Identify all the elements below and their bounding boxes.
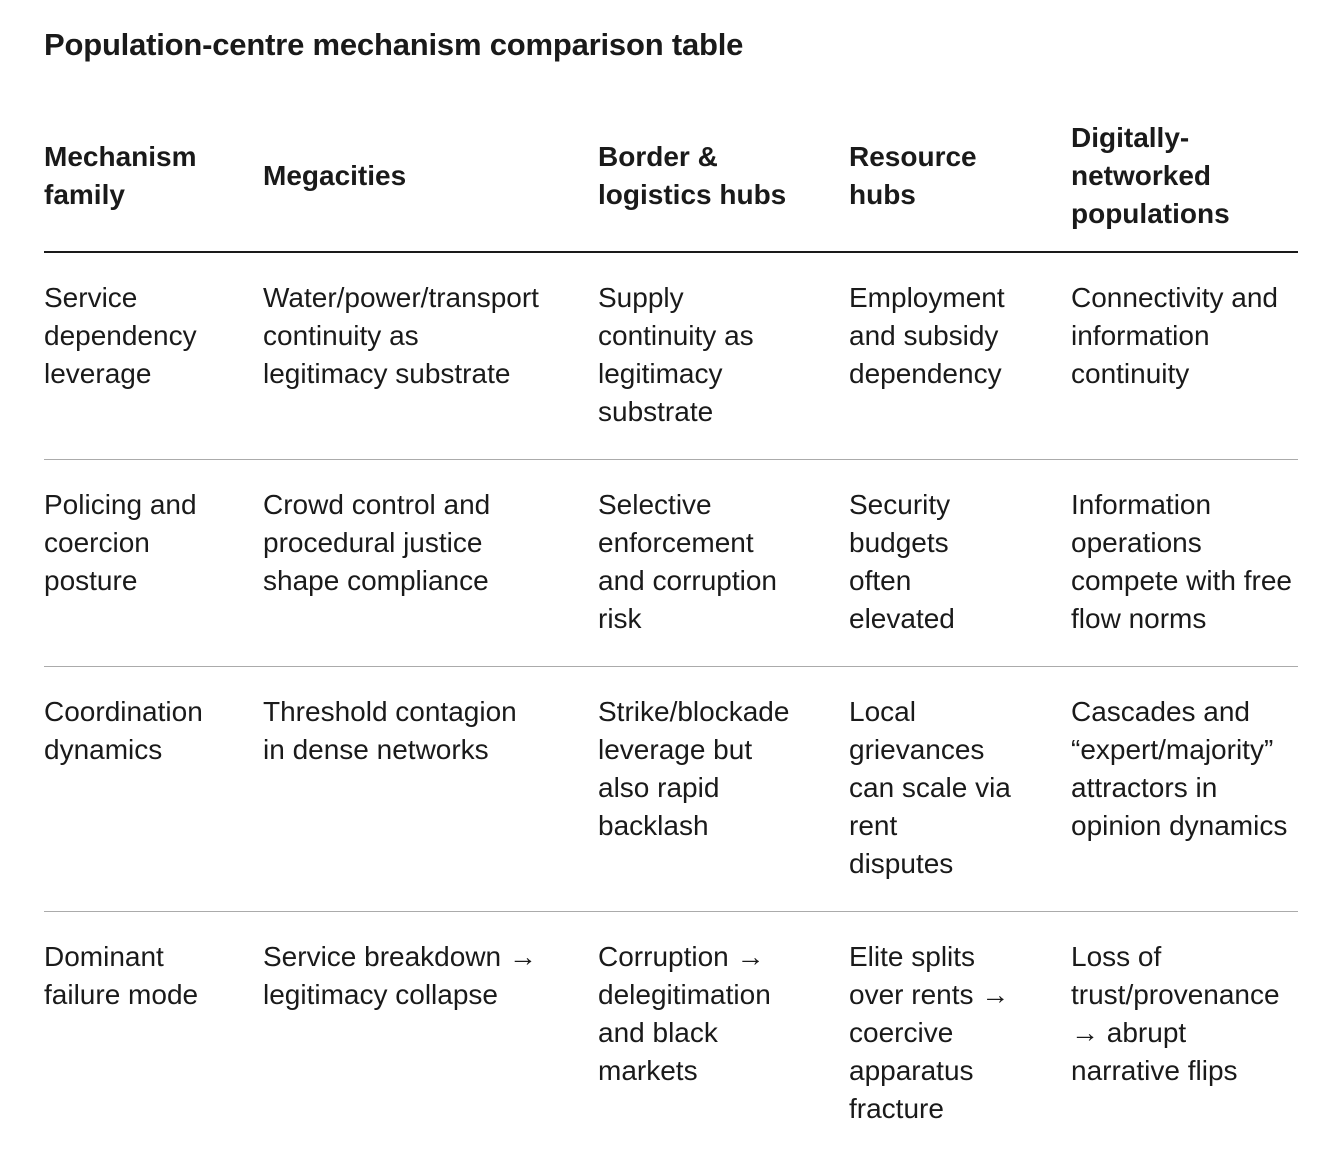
col-header-border-logistics-hubs: Border & logistics hubs [598, 100, 849, 253]
row-label: Policing and coercion posture [44, 459, 263, 667]
table-row-coordination-dynamics: Coordination dynamics Threshold contagio… [44, 666, 1298, 912]
page-title: Population-centre mechanism comparison t… [44, 27, 744, 62]
row-label: Dominant failure mode [44, 911, 263, 1156]
table-cell: Selective enforcement and corruption ris… [598, 459, 849, 667]
col-header-resource-hubs: Resource hubs [849, 100, 1071, 253]
table-cell: Supply continuity as legitimacy substrat… [598, 282, 754, 427]
table-cell: Strike/blockade leverage but also rapid … [598, 666, 849, 912]
comparison-table: Mechanism family Megacities Border & log… [44, 100, 1298, 1156]
table-cell: Information operations compete with free… [1071, 459, 1298, 667]
table-cell: Crowd control and procedural justice sha… [263, 459, 598, 667]
col-header-megacities: Megacities [263, 100, 598, 253]
table-cell: Corruption → delegitimation and black ma… [598, 911, 849, 1156]
table-cell: Cascades and “expert/majority” attractor… [1071, 666, 1298, 912]
table-cell: Threshold contagion in dense networks [263, 666, 598, 912]
col-header-mechanism-family: Mechanism family [44, 100, 263, 253]
table-cell: Security budgets often elevated [849, 459, 1071, 667]
table-cell: Loss of trust/provenance → abrupt narrat… [1071, 911, 1298, 1156]
table-cell: Connectivity and information continuity [1071, 282, 1279, 389]
col-header-digitally-networked-populations: Digitally- networked populations [1071, 100, 1298, 253]
table-cell: Elite splits over rents → coercive appar… [849, 911, 1071, 1156]
table-row-dominant-failure-mode: Dominant failure mode Service breakdown … [44, 911, 1298, 1156]
table-row-policing-coercion-posture: Policing and coercion posture Crowd cont… [44, 459, 1298, 667]
table-row-service-dependency-leverage: Service dependency leverage Water/power/… [44, 252, 1298, 460]
row-label: Coordination dynamics [44, 666, 263, 912]
table-header-row: Mechanism family Megacities Border & log… [44, 100, 1298, 253]
table-cell: Employment and subsidy dependency [849, 282, 1005, 389]
table-cell: Water/power/transport continuity as legi… [263, 282, 539, 389]
table-cell: Local grievances can scale via rent disp… [849, 666, 1071, 912]
table-cell: Service breakdown → legitimacy collapse [263, 911, 598, 1156]
row-label: Service dependency leverage [44, 282, 197, 389]
